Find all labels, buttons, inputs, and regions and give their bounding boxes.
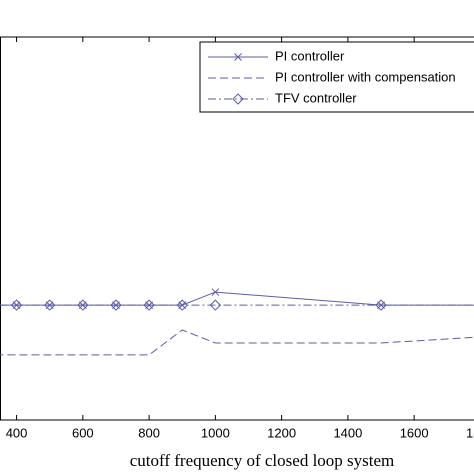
legend-box bbox=[199, 41, 474, 113]
diamond-marker bbox=[375, 299, 387, 311]
legend-label: PI controller bbox=[275, 48, 345, 63]
diamond-marker bbox=[143, 299, 155, 311]
x-tick-label: 800 bbox=[138, 425, 160, 440]
x-marker bbox=[211, 288, 220, 296]
x-tick-label: 1600 bbox=[400, 425, 429, 440]
x-tick-label: 1000 bbox=[201, 425, 230, 440]
diamond-marker bbox=[43, 299, 56, 311]
legend-label: PI controller with compensation bbox=[275, 69, 456, 84]
legend-label: TFV controller bbox=[275, 90, 357, 105]
series-line bbox=[0, 291, 474, 306]
x-tick-label: 400 bbox=[6, 425, 28, 440]
diamond-marker bbox=[110, 299, 122, 311]
x-tick-label: 600 bbox=[72, 425, 94, 440]
x-tick-label: 1200 bbox=[267, 425, 296, 440]
x-tick-label: 1400 bbox=[333, 425, 362, 440]
diamond-marker bbox=[209, 299, 222, 311]
legend-marker bbox=[232, 93, 244, 105]
x-tick-label: 1800 bbox=[466, 425, 474, 440]
series-line bbox=[0, 329, 474, 356]
diamond-marker bbox=[176, 299, 188, 311]
x-axis-label: cutoff frequency of closed loop system bbox=[130, 451, 395, 470]
diamond-marker bbox=[77, 299, 89, 311]
plot-frame bbox=[0, 36, 474, 421]
diamond-marker bbox=[10, 299, 23, 311]
plot-area bbox=[0, 288, 474, 356]
legend-marker bbox=[234, 53, 242, 61]
